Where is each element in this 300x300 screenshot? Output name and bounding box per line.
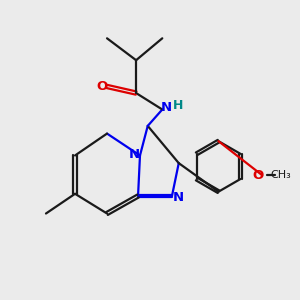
Text: N: N [173, 191, 184, 204]
Text: H: H [172, 99, 183, 112]
Text: CH₃: CH₃ [270, 170, 291, 180]
Text: O: O [96, 80, 107, 93]
Text: O: O [253, 169, 264, 182]
Text: N: N [160, 101, 171, 115]
Text: N: N [129, 148, 140, 161]
